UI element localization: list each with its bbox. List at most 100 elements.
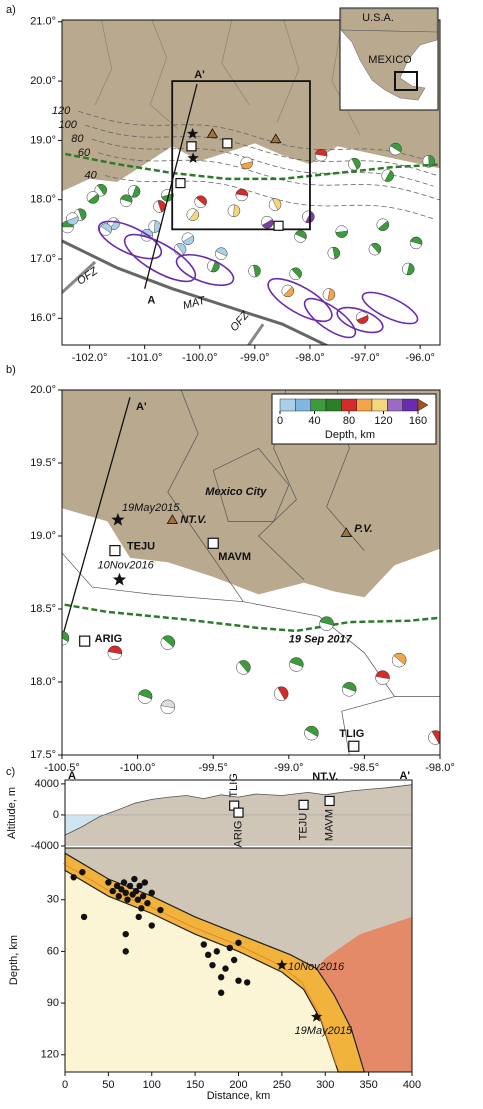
colorbar-label: Depth, km [325, 429, 375, 441]
event-star [186, 127, 199, 139]
ofz [62, 260, 97, 295]
earthquake [141, 879, 149, 886]
y-tick-label: 90 [47, 997, 59, 1009]
earthquake [200, 941, 207, 948]
point-label: A' [194, 69, 205, 81]
rupture-label: 19 Sep 2017 [289, 634, 353, 646]
focal-mechanism-quadrant [240, 156, 253, 165]
earthquake [138, 905, 145, 912]
focal-mechanism-quadrant [107, 651, 123, 660]
focal-mechanism-quadrant [235, 193, 248, 202]
focal-mechanism-quadrant [381, 169, 391, 182]
focal-mechanism-quadrant [392, 655, 405, 668]
focal-mechanism-quadrant [335, 225, 348, 233]
event-label: 19May2015 [295, 1025, 353, 1037]
focal-mechanism-quadrant [66, 212, 79, 222]
y-tick-label: 19.0° [30, 134, 56, 146]
colorbar-step [341, 398, 357, 412]
colorbar-step [402, 398, 419, 412]
focal-mechanism-quadrant [99, 226, 111, 236]
state-border [149, 20, 178, 129]
x-tick-label: 350 [359, 1079, 377, 1091]
focal-mechanism-quadrant [268, 198, 279, 211]
panel-label: a) [6, 4, 16, 16]
slab-contour [84, 124, 438, 176]
earthquake [122, 889, 129, 896]
y-tick-label: -4000 [31, 840, 59, 852]
focal-mechanism-quadrant [127, 185, 137, 198]
earthquake [204, 951, 212, 959]
frame-altitude [64, 779, 413, 849]
x-tick-label: -99.0° [274, 762, 303, 774]
inset-box [394, 71, 418, 91]
colorbar-tick-label: 0 [277, 415, 283, 427]
focal-mechanism-quadrant [322, 288, 331, 301]
focal-mechanism-quadrant [181, 232, 194, 243]
earthquake [226, 944, 234, 952]
state-border [212, 447, 290, 522]
station-label: ARIG [232, 821, 244, 848]
x-tick-label: 400 [403, 1079, 421, 1091]
station [273, 220, 284, 231]
inset-label: U.S.A. [362, 12, 394, 24]
y-tick-label: 19.0° [30, 530, 56, 542]
rupture-2017 [62, 152, 440, 181]
state-border [341, 696, 395, 755]
focal-mechanism-quadrant [186, 208, 197, 220]
focal-mechanism-quadrant [327, 246, 336, 260]
focal-mechanism-quadrant [428, 731, 440, 745]
focal-mechanism-quadrant [160, 637, 174, 650]
focal-mechanism-quadrant [160, 705, 175, 714]
aftershock-zone [175, 253, 235, 287]
station [79, 635, 91, 647]
x-tick-label: -97.0° [350, 352, 379, 364]
focal-mechanism-quadrant [281, 284, 293, 296]
contour-label: 80 [71, 133, 84, 145]
profile-line [62, 397, 131, 639]
station [348, 740, 360, 752]
station [186, 141, 197, 152]
y-tick-label: 0 [53, 809, 59, 821]
station [233, 807, 244, 818]
focal-mechanism-quadrant [319, 621, 334, 631]
slab-contour [104, 175, 436, 220]
colorbar: 0 40 80 120 160 Depth, km [271, 393, 437, 445]
focal-mechanism-quadrant [314, 153, 328, 162]
y-tick-label: 20.0° [30, 75, 56, 87]
point-label: A' [399, 770, 410, 782]
x-tick-label: 0 [62, 1079, 68, 1091]
panel-b: b) TEJU MAVM ARIG TLIG NT.V. P.V. 19May2015 10No… [6, 364, 455, 774]
station-label: MAVM [218, 551, 251, 563]
focal-mechanism-quadrant [227, 204, 235, 217]
y-tick-label: 18.0° [30, 194, 56, 206]
contour-label: 100 [59, 119, 78, 131]
earthquake [136, 882, 143, 890]
earthquake [105, 879, 112, 886]
x-tick-label: -96.0° [405, 352, 434, 364]
focal-mechanism-quadrant [274, 687, 286, 701]
focal-mechanism-quadrant [375, 676, 390, 685]
focal-mechanism-quadrant [348, 158, 358, 171]
station [175, 177, 186, 189]
border [340, 29, 438, 33]
earthquake [148, 889, 155, 896]
colorbar-step [279, 398, 296, 412]
x-tick-label: -100.5° [44, 762, 80, 774]
event-label: 19May2015 [122, 502, 180, 514]
slab-contour [91, 138, 434, 187]
aftershock-zone [336, 306, 384, 334]
oceanic-mantle [65, 870, 339, 1072]
state-border [167, 390, 244, 602]
y-tick-label: 20.0° [30, 384, 56, 396]
frame [61, 389, 441, 756]
focal-mechanism-quadrant [368, 244, 380, 256]
y-tick-label: 18.5° [30, 603, 56, 615]
station-label: TLIG [339, 728, 364, 740]
earthquake [113, 882, 121, 890]
focal-mechanism-quadrant [215, 250, 227, 260]
mantle-wedge [316, 916, 412, 1072]
colorbar-tick-label: 160 [409, 415, 427, 427]
colorbar-step [356, 398, 373, 412]
y-tick-label: 4000 [35, 778, 59, 790]
